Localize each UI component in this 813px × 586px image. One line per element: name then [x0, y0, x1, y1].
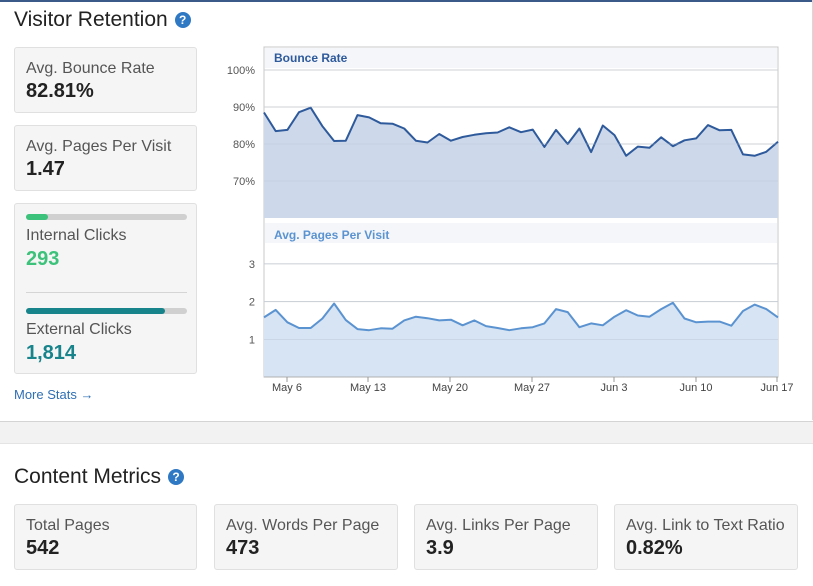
visitor-retention-title: Visitor Retention	[14, 8, 168, 31]
bounce-rate-value: 82.81%	[26, 80, 94, 102]
external-clicks-bar	[26, 308, 187, 314]
pages-per-visit-area	[264, 302, 778, 377]
bounce-rate-title-strip	[265, 48, 777, 68]
metric-value: 0.82%	[626, 537, 683, 559]
x-tick-label: May 13	[350, 382, 386, 394]
help-icon[interactable]: ?	[168, 469, 185, 485]
internal-clicks-value: 293	[26, 248, 60, 270]
bounce-rate-line	[263, 106, 779, 157]
visitor-retention-heading: Visitor Retention ?	[14, 8, 191, 32]
total-pages-card: Total Pages 542	[14, 504, 197, 570]
bounce-rate-card: Avg. Bounce Rate 82.81%	[14, 47, 197, 113]
help-icon[interactable]: ?	[174, 12, 191, 28]
bounce-rate-ytick-label: 90%	[233, 102, 255, 114]
avg-links-card: Avg. Links Per Page 3.9	[414, 504, 598, 570]
x-tick-label: Jun 17	[760, 382, 793, 394]
clicks-card: Internal Clicks 293 External Clicks 1,81…	[14, 203, 197, 374]
metric-label: Avg. Links Per Page	[426, 517, 571, 534]
top-border	[0, 0, 813, 2]
bounce-rate-ytick-label: 80%	[233, 139, 255, 151]
metric-value: 542	[26, 537, 60, 559]
x-tick-label: May 20	[432, 382, 468, 394]
avg-words-card: Avg. Words Per Page 473	[214, 504, 398, 570]
clicks-divider	[26, 292, 187, 293]
pages-per-visit-ytick-label: 1	[249, 334, 255, 346]
x-tick-label: Jun 10	[679, 382, 712, 394]
retention-charts: Bounce Rate 100% 90% 80% 70% Avg. Pages Per V…	[227, 46, 794, 394]
internal-clicks-bar	[26, 214, 187, 220]
external-clicks-bar-fill	[26, 308, 165, 314]
metric-label: Total Pages	[26, 517, 110, 534]
metric-value: 473	[226, 537, 260, 559]
internal-clicks-bar-fill	[26, 214, 49, 220]
bounce-rate-ytick-label: 100%	[227, 65, 255, 77]
x-tick-label: Jun 3	[601, 382, 628, 394]
x-tick-label: May 27	[514, 382, 550, 394]
link-text-ratio-card: Avg. Link to Text Ratio 0.82%	[614, 504, 798, 570]
content-metrics-title: Content Metrics	[14, 465, 162, 488]
section-separator	[0, 421, 813, 444]
pages-per-visit-card: Avg. Pages Per Visit 1.47	[14, 125, 197, 191]
metric-label: Avg. Words Per Page	[226, 517, 380, 534]
pages-per-visit-line	[263, 301, 779, 332]
pages-per-visit-ytick-label: 3	[249, 259, 255, 271]
pages-per-visit-title-strip	[265, 223, 777, 243]
metric-label: Avg. Link to Text Ratio	[626, 517, 785, 534]
x-tick-label: May 6	[272, 382, 302, 394]
bounce-rate-title: Bounce Rate	[274, 51, 348, 65]
pages-per-visit-label: Avg. Pages Per Visit	[26, 138, 172, 155]
pages-per-visit-value: 1.47	[26, 158, 65, 180]
internal-clicks-label: Internal Clicks	[26, 227, 127, 244]
bounce-rate-ytick-label: 70%	[233, 176, 255, 188]
bounce-rate-area	[264, 107, 778, 218]
external-clicks-value: 1,814	[26, 342, 77, 364]
external-clicks-label: External Clicks	[26, 321, 132, 338]
pages-per-visit-ytick-label: 2	[249, 297, 255, 309]
content-metrics-heading: Content Metrics ?	[14, 465, 185, 489]
pages-per-visit-title: Avg. Pages Per Visit	[274, 228, 389, 242]
metric-value: 3.9	[426, 537, 454, 559]
bounce-rate-label: Avg. Bounce Rate	[26, 60, 155, 77]
more-stats-link[interactable]: More Stats →	[14, 387, 94, 402]
